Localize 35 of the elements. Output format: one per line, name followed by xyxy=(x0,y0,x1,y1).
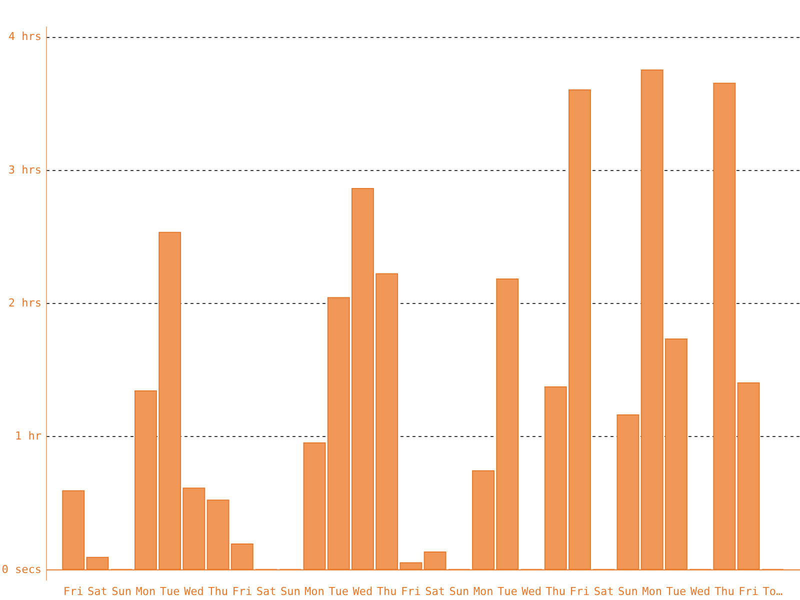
x-tick-label: Mon xyxy=(642,584,662,598)
x-tick-label: Sun xyxy=(618,584,638,598)
x-tick-label: Fri xyxy=(570,584,590,598)
x-tick-label: Thu xyxy=(376,584,397,598)
x-tick-label: Fri xyxy=(232,584,252,598)
y-tick-label: 0 secs xyxy=(2,562,42,576)
x-tick-label: Thu xyxy=(714,584,734,598)
x-tick-label: Sun xyxy=(449,584,470,598)
x-tick-label: Wed xyxy=(184,584,204,598)
y-tick-label: 3 hrs xyxy=(8,163,42,176)
x-tick-label: Thu xyxy=(546,584,566,598)
x-tick-label: Wed xyxy=(352,584,373,598)
x-tick-label: Thu xyxy=(208,584,228,598)
x-tick-label: Sat xyxy=(425,584,445,598)
y-tick-label: 2 hrs xyxy=(8,296,42,310)
x-tick-label: Mon xyxy=(304,584,324,598)
y-tick-label: 4 hrs xyxy=(8,30,42,44)
x-tick-label: Mon xyxy=(473,584,494,598)
x-tick-label: Sat xyxy=(88,584,108,598)
y-tick-label: 1 hr xyxy=(15,430,42,443)
x-tick-label: To… xyxy=(762,584,783,598)
x-tick-label: Fri xyxy=(738,584,758,598)
x-tick-label: Tue xyxy=(160,584,180,598)
x-tick-label: Wed xyxy=(522,584,542,598)
x-tick-label: Sat xyxy=(256,584,276,598)
x-tick-label: Tue xyxy=(497,584,518,598)
x-tick-label: Tue xyxy=(666,584,686,598)
x-tick-label: Sat xyxy=(594,584,614,598)
x-tick-label: Wed xyxy=(690,584,710,598)
x-tick-label: Tue xyxy=(328,584,349,598)
x-tick-label: Fri xyxy=(63,584,84,598)
x-tick-label: Mon xyxy=(136,584,156,598)
x-tick-label: Sun xyxy=(112,584,132,598)
x-tick-label: Fri xyxy=(401,584,421,598)
x-tick-label: Sun xyxy=(280,584,300,598)
